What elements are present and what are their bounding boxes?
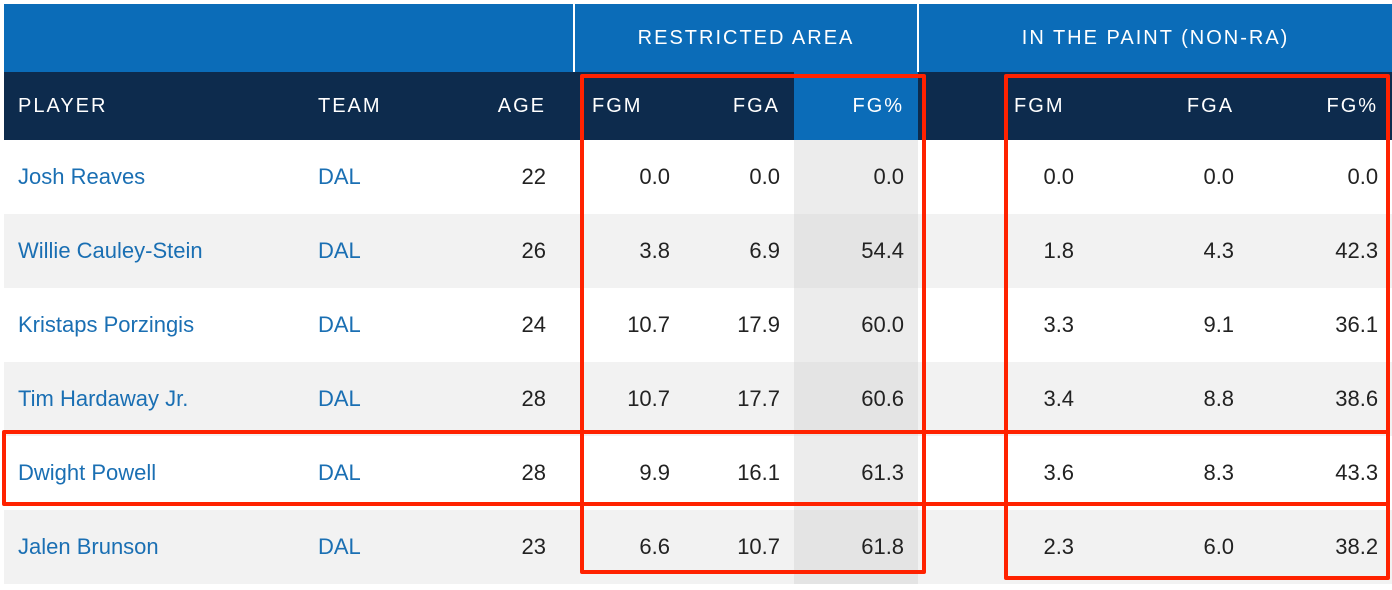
age-cell: 24	[444, 288, 575, 362]
team-cell: DAL	[304, 288, 444, 362]
col-header-ra-fga[interactable]: FGA	[684, 72, 795, 140]
paint-fgp-cell: 36.1	[1268, 288, 1392, 362]
ra-fgm-cell: 6.6	[574, 510, 685, 584]
player-cell: Kristaps Porzingis	[4, 288, 304, 362]
player-cell: Tim Hardaway Jr.	[4, 362, 304, 436]
col-header-paint-fgm[interactable]: FGM	[1000, 72, 1135, 140]
player-link[interactable]: Josh Reaves	[18, 164, 146, 189]
player-link[interactable]: Willie Cauley-Stein	[18, 238, 203, 263]
gap-cell	[918, 140, 1001, 214]
player-link[interactable]: Kristaps Porzingis	[18, 312, 195, 337]
ra-fga-cell: 17.9	[684, 288, 795, 362]
paint-fga-cell: 8.8	[1134, 362, 1269, 436]
table-row: Tim Hardaway Jr. DAL 28 10.7 17.7 60.6 3.4 8.8 3…	[4, 362, 1392, 436]
age-cell: 23	[444, 510, 575, 584]
paint-fga-cell: 4.3	[1134, 214, 1269, 288]
team-link[interactable]: DAL	[318, 312, 361, 337]
player-cell: Jalen Brunson	[4, 510, 304, 584]
ra-fgm-cell: 10.7	[574, 362, 685, 436]
table-row: Jalen Brunson DAL 23 6.6 10.7 61.8 2.3 6.0 38.2	[4, 510, 1392, 584]
table-body: Josh Reaves DAL 22 0.0 0.0 0.0 0.0 0.0 0.0 Willie…	[4, 140, 1392, 584]
ra-fga-cell: 10.7	[684, 510, 795, 584]
team-cell: DAL	[304, 362, 444, 436]
col-header-team[interactable]: TEAM	[304, 72, 444, 140]
paint-fgm-cell: 1.8	[1000, 214, 1135, 288]
team-cell: DAL	[304, 436, 444, 510]
team-cell: DAL	[304, 214, 444, 288]
group-header-restricted-area: RESTRICTED AREA	[573, 4, 919, 72]
gap-cell	[918, 436, 1001, 510]
paint-fga-cell: 6.0	[1134, 510, 1269, 584]
paint-fgm-cell: 3.3	[1000, 288, 1135, 362]
col-header-ra-fgp[interactable]: FG%	[794, 72, 919, 140]
group-header-blank	[4, 4, 575, 72]
player-link[interactable]: Tim Hardaway Jr.	[18, 386, 189, 411]
ra-fgp-cell: 54.4	[794, 214, 919, 288]
paint-fgp-cell: 43.3	[1268, 436, 1392, 510]
table-row: Josh Reaves DAL 22 0.0 0.0 0.0 0.0 0.0 0.0	[4, 140, 1392, 214]
player-cell: Willie Cauley-Stein	[4, 214, 304, 288]
paint-fgp-cell: 0.0	[1268, 140, 1392, 214]
ra-fgm-cell: 3.8	[574, 214, 685, 288]
gap-cell	[918, 214, 1001, 288]
stats-table-container: RESTRICTED AREA IN THE PAINT (NON-RA) PL…	[4, 4, 1392, 584]
ra-fga-cell: 0.0	[684, 140, 795, 214]
team-link[interactable]: DAL	[318, 534, 361, 559]
ra-fgm-cell: 10.7	[574, 288, 685, 362]
paint-fgp-cell: 42.3	[1268, 214, 1392, 288]
col-header-gap	[918, 72, 1001, 140]
ra-fgm-cell: 0.0	[574, 140, 685, 214]
col-header-paint-fgp[interactable]: FG%	[1268, 72, 1392, 140]
paint-fgm-cell: 3.4	[1000, 362, 1135, 436]
team-cell: DAL	[304, 140, 444, 214]
column-header-row: PLAYER TEAM AGE FGM FGA FG% FGM FGA FG%	[4, 72, 1392, 140]
team-link[interactable]: DAL	[318, 386, 361, 411]
gap-cell	[918, 510, 1001, 584]
paint-fgm-cell: 3.6	[1000, 436, 1135, 510]
ra-fgp-cell: 0.0	[794, 140, 919, 214]
paint-fgp-cell: 38.2	[1268, 510, 1392, 584]
ra-fgp-cell: 60.0	[794, 288, 919, 362]
group-header-in-the-paint: IN THE PAINT (NON-RA)	[917, 4, 1392, 72]
table-row: Kristaps Porzingis DAL 24 10.7 17.9 60.0 3.3 9.…	[4, 288, 1392, 362]
shooting-stats-table: RESTRICTED AREA IN THE PAINT (NON-RA) PL…	[4, 4, 1392, 584]
ra-fga-cell: 17.7	[684, 362, 795, 436]
gap-cell	[918, 362, 1001, 436]
age-cell: 28	[444, 362, 575, 436]
team-cell: DAL	[304, 510, 444, 584]
paint-fga-cell: 8.3	[1134, 436, 1269, 510]
col-header-age[interactable]: AGE	[444, 72, 575, 140]
paint-fga-cell: 0.0	[1134, 140, 1269, 214]
ra-fga-cell: 16.1	[684, 436, 795, 510]
ra-fgp-cell: 61.8	[794, 510, 919, 584]
ra-fga-cell: 6.9	[684, 214, 795, 288]
player-link[interactable]: Dwight Powell	[18, 460, 157, 485]
team-link[interactable]: DAL	[318, 238, 361, 263]
table-row: Willie Cauley-Stein DAL 26 3.8 6.9 54.4 1.8 4.3…	[4, 214, 1392, 288]
col-header-ra-fgm[interactable]: FGM	[574, 72, 685, 140]
team-link[interactable]: DAL	[318, 460, 361, 485]
player-cell: Dwight Powell	[4, 436, 304, 510]
age-cell: 26	[444, 214, 575, 288]
player-cell: Josh Reaves	[4, 140, 304, 214]
paint-fgp-cell: 38.6	[1268, 362, 1392, 436]
age-cell: 28	[444, 436, 575, 510]
col-header-paint-fga[interactable]: FGA	[1134, 72, 1269, 140]
table-row: Dwight Powell DAL 28 9.9 16.1 61.3 3.6 8.3 43.3	[4, 436, 1392, 510]
ra-fgm-cell: 9.9	[574, 436, 685, 510]
age-cell: 22	[444, 140, 575, 214]
col-header-player[interactable]: PLAYER	[4, 72, 304, 140]
paint-fgm-cell: 2.3	[1000, 510, 1135, 584]
paint-fgm-cell: 0.0	[1000, 140, 1135, 214]
ra-fgp-cell: 60.6	[794, 362, 919, 436]
group-header-row: RESTRICTED AREA IN THE PAINT (NON-RA)	[4, 4, 1392, 72]
gap-cell	[918, 288, 1001, 362]
paint-fga-cell: 9.1	[1134, 288, 1269, 362]
team-link[interactable]: DAL	[318, 164, 361, 189]
player-link[interactable]: Jalen Brunson	[18, 534, 159, 559]
ra-fgp-cell: 61.3	[794, 436, 919, 510]
